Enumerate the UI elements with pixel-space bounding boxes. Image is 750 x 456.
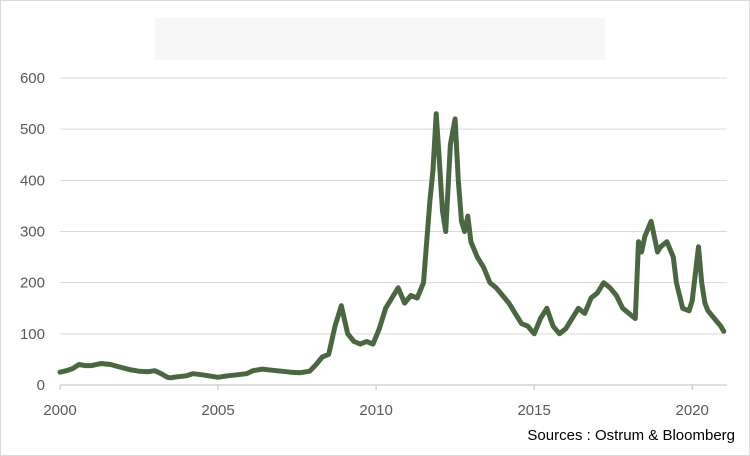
series-group <box>57 111 727 381</box>
x-tick-label: 2015 <box>517 402 550 419</box>
source-note: Sources : Ostrum & Bloomberg <box>527 427 735 444</box>
y-tick-label: 600 <box>20 70 45 87</box>
x-tick-label: 2000 <box>43 402 76 419</box>
y-tick-label: 200 <box>20 275 45 292</box>
y-tick-label: 400 <box>20 172 45 189</box>
x-tick-label: 2010 <box>359 402 392 419</box>
x-tick-label: 2005 <box>201 402 234 419</box>
x-tick-label: 2020 <box>676 402 709 419</box>
y-tick-label: 0 <box>37 377 45 394</box>
x-axis-tick-labels: 2000 2005 2010 2015 2020 <box>43 402 709 419</box>
axes <box>59 384 727 390</box>
y-tick-label: 100 <box>20 326 45 343</box>
y-tick-label: 500 <box>20 121 45 138</box>
y-axis-tick-labels: 0 100 200 300 400 500 600 <box>20 70 45 394</box>
series-line-0 <box>57 111 727 381</box>
chart-title-area <box>155 18 605 60</box>
y-tick-label: 300 <box>20 224 45 241</box>
gridlines <box>60 77 727 335</box>
